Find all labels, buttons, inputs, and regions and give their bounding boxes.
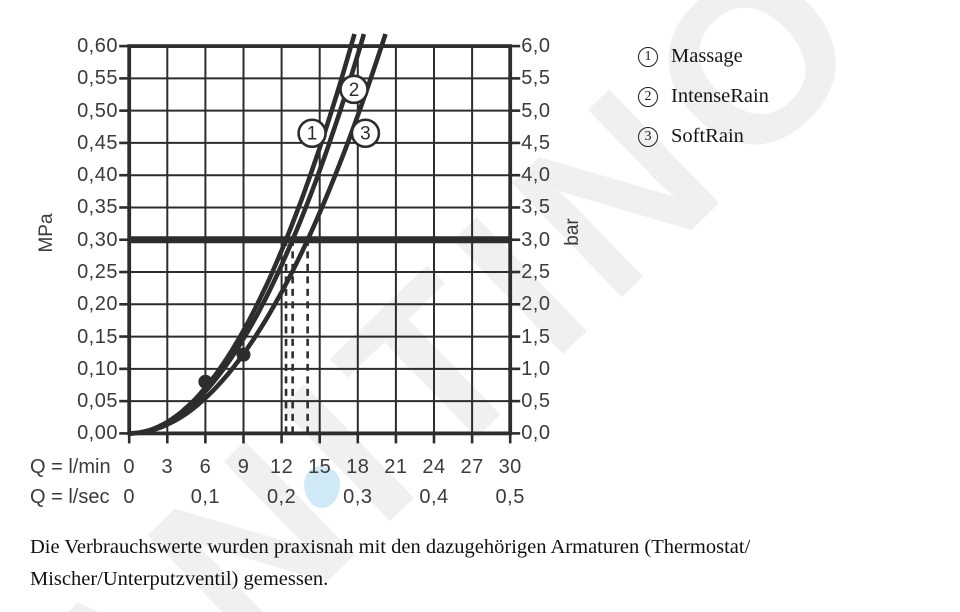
curve-marker-number-1: 1 [307,124,318,145]
y-left-tick-label: 0,40 [77,164,118,187]
y-right-tick-label: 1,5 [521,325,551,348]
y-right-tick-label: 4,0 [521,164,551,187]
y-left-tick-label: 0,45 [77,131,118,154]
x-tick-label-lmin: 9 [237,456,250,478]
caption-line-2: Mischer/Unterputzventil) gemessen. [30,568,329,590]
legend-number-3-icon: 3 [638,126,658,147]
legend-item-intenserain: 2 IntenseRain [638,85,769,108]
legend-label-softrain: SoftRain [671,125,744,147]
curve-dot [236,347,251,362]
y-left-tick-label: 0,60 [77,35,118,58]
x-tick-label-lsec: 0 [123,486,135,508]
curve-softrain [129,33,388,436]
x-tick-label-lmin: 3 [161,456,174,478]
y-right-tick-label: 5,0 [521,99,551,122]
legend-label-massage: Massage [671,45,743,67]
x-tick-label-lsec: 0,2 [266,486,297,508]
x-tick-label-lsec: 0,5 [495,486,525,508]
y-left-tick-label: 0,30 [77,228,118,251]
water-drop-icon [304,466,340,508]
curve-marker-number-2: 2 [349,80,360,101]
y-right-tick-label: 5,5 [521,67,551,90]
x-axis-label-lsec: Q = l/sec [30,486,110,508]
legend-number-2-icon: 2 [638,86,658,107]
y-left-tick-label: 0,25 [77,261,118,284]
legend-number-1-icon: 1 [638,46,658,67]
x-tick-label-lmin: 15 [308,456,332,478]
y-left-tick-label: 0,05 [77,390,118,413]
y-left-tick-label: 0,00 [77,422,118,445]
x-axis-label-lmin: Q = l/min [30,456,111,478]
x-tick-label-lmin: 21 [384,456,408,478]
legend: 1 Massage 2 IntenseRain 3 SoftRain [638,45,769,165]
curve-massage [129,33,357,436]
x-tick-label-lmin: 6 [199,456,212,478]
curve-marker-circle-1 [297,118,327,149]
x-tick-label-lsec: 0,1 [190,486,221,508]
x-tick-label-lmin: 18 [346,456,370,478]
x-tick-label-lmin: 0 [123,456,135,478]
y-right-tick-label: 3,0 [521,228,551,251]
y-right-tick-label: 1,0 [521,357,551,380]
legend-label-intenserain: IntenseRain [671,85,769,107]
y-right-tick-label: 2,5 [521,261,551,284]
curve-dot [198,374,213,389]
y-left-tick-label: 0,55 [77,67,118,90]
y-right-tick-label: 2,0 [521,293,551,316]
y-left-tick-label: 0,15 [77,325,118,348]
y-right-tick-label: 6,0 [521,35,551,58]
legend-item-massage: 1 Massage [638,45,769,68]
y-left-tick-label: 0,35 [77,196,118,219]
x-tick-label-lmin: 27 [460,456,484,478]
legend-item-softrain: 3 SoftRain [638,125,769,148]
x-tick-label-lsec: 0,4 [419,486,449,508]
y-right-tick-label: 3,5 [521,196,551,219]
y-left-tick-label: 0,20 [77,293,118,316]
caption-line-1: Die Verbrauchswerte wurden praxisnah mit… [30,536,751,558]
y-left-tick-label: 0,10 [77,357,118,380]
curve-marker-number-3: 3 [360,124,371,145]
y-left-tick-label: 0,50 [77,99,118,122]
x-tick-label-lmin: 12 [269,456,294,478]
x-tick-label-lmin: 24 [422,456,446,478]
y-right-tick-label: 4,5 [521,131,551,154]
y-right-tick-label: 0,5 [521,390,551,413]
x-tick-label-lmin: 30 [498,456,522,478]
curve-marker-circle-2 [339,74,369,105]
curve-marker-circle-3 [350,118,381,149]
y-right-tick-label: 0,0 [521,422,551,445]
curve-intenserain [129,33,367,436]
x-tick-label-lsec: 0,3 [343,486,373,508]
caption: Die Verbrauchswerte wurden praxisnah mit… [30,531,940,595]
